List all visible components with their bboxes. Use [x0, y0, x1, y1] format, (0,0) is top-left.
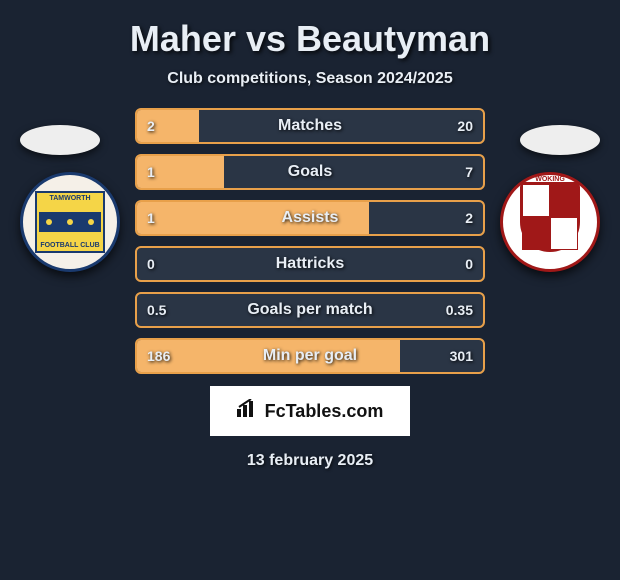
stat-value-right: 0.35: [446, 294, 473, 326]
stat-label: Goals: [137, 156, 483, 188]
club-left-name-bottom: FOOTBALL CLUB: [39, 242, 101, 249]
chart-icon: [237, 399, 259, 423]
club-right-badge: WOKING: [515, 182, 585, 262]
stat-row: 1Assists2: [135, 200, 485, 236]
club-left-name-top: TAMWORTH: [39, 195, 101, 202]
stat-value-right: 2: [465, 202, 473, 234]
page-title: Maher vs Beautyman: [0, 18, 620, 60]
stat-label: Matches: [137, 110, 483, 142]
player-left-avatar: [20, 125, 100, 155]
player-right-avatar: [520, 125, 600, 155]
club-left-logo: TAMWORTH FOOTBALL CLUB: [20, 172, 120, 272]
stat-row: 1Goals7: [135, 154, 485, 190]
stat-value-right: 20: [457, 110, 473, 142]
stat-row: 186Min per goal301: [135, 338, 485, 374]
club-left-badge: TAMWORTH FOOTBALL CLUB: [35, 191, 105, 253]
stat-bars: 2Matches201Goals71Assists20Hattricks00.5…: [135, 108, 485, 374]
stat-row: 0.5Goals per match0.35: [135, 292, 485, 328]
page-subtitle: Club competitions, Season 2024/2025: [0, 70, 620, 88]
club-right-logo: WOKING: [500, 172, 600, 272]
stat-label: Assists: [137, 202, 483, 234]
watermark-text: FcTables.com: [265, 401, 384, 422]
club-right-name: WOKING: [515, 176, 585, 183]
stat-row: 0Hattricks0: [135, 246, 485, 282]
stat-label: Hattricks: [137, 248, 483, 280]
watermark-badge: FcTables.com: [210, 386, 410, 436]
comparison-date: 13 february 2025: [0, 452, 620, 470]
stat-value-right: 7: [465, 156, 473, 188]
stat-label: Goals per match: [137, 294, 483, 326]
stat-value-right: 0: [465, 248, 473, 280]
stat-row: 2Matches20: [135, 108, 485, 144]
stat-label: Min per goal: [137, 340, 483, 372]
stat-value-right: 301: [450, 340, 473, 372]
